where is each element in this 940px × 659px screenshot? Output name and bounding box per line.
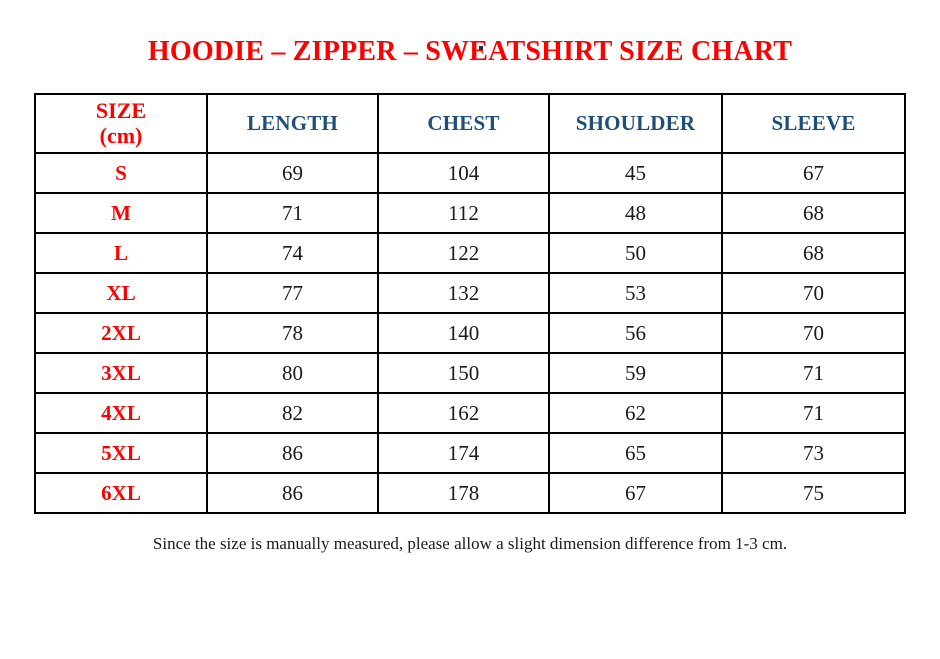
- column-header-chest: CHEST: [377, 93, 550, 155]
- table-header-row: SIZE (cm) LENGTH CHEST SHOULDER SLEEVE: [34, 93, 906, 155]
- chest-value: 140: [377, 312, 550, 355]
- sleeve-value: 71: [721, 392, 906, 435]
- size-label: L: [34, 232, 208, 275]
- shoulder-value: 62: [548, 392, 723, 435]
- shoulder-value: 48: [548, 192, 723, 235]
- chest-value: 162: [377, 392, 550, 435]
- sleeve-value: 73: [721, 432, 906, 475]
- footer-note: Since the size is manually measured, ple…: [152, 534, 788, 554]
- size-label: 6XL: [34, 472, 208, 515]
- tiny-dot-artifact: [479, 46, 483, 50]
- table-row: 4XL 82 162 62 71: [34, 392, 906, 435]
- table-row: 6XL 86 178 67 75: [34, 472, 906, 515]
- length-value: 82: [206, 392, 379, 435]
- sleeve-value: 70: [721, 312, 906, 355]
- length-value: 74: [206, 232, 379, 275]
- sleeve-value: 68: [721, 232, 906, 275]
- size-label: XL: [34, 272, 208, 315]
- shoulder-value: 53: [548, 272, 723, 315]
- sleeve-value: 67: [721, 152, 906, 195]
- length-value: 78: [206, 312, 379, 355]
- size-label: 3XL: [34, 352, 208, 395]
- shoulder-value: 67: [548, 472, 723, 515]
- chest-value: 112: [377, 192, 550, 235]
- length-value: 71: [206, 192, 379, 235]
- sleeve-value: 70: [721, 272, 906, 315]
- sleeve-value: 68: [721, 192, 906, 235]
- size-label: 4XL: [34, 392, 208, 435]
- column-header-shoulder: SHOULDER: [548, 93, 723, 155]
- shoulder-value: 50: [548, 232, 723, 275]
- chest-value: 122: [377, 232, 550, 275]
- length-value: 69: [206, 152, 379, 195]
- length-value: 86: [206, 472, 379, 515]
- chest-value: 178: [377, 472, 550, 515]
- table-row: XL 77 132 53 70: [34, 272, 906, 315]
- shoulder-value: 59: [548, 352, 723, 395]
- sleeve-value: 71: [721, 352, 906, 395]
- size-label: M: [34, 192, 208, 235]
- sleeve-value: 75: [721, 472, 906, 515]
- shoulder-value: 65: [548, 432, 723, 475]
- chest-value: 104: [377, 152, 550, 195]
- chest-value: 174: [377, 432, 550, 475]
- chest-value: 132: [377, 272, 550, 315]
- table-row: 3XL 80 150 59 71: [34, 352, 906, 395]
- size-header-line1: SIZE: [95, 98, 147, 124]
- page-title: HOODIE – ZIPPER – SWEATSHIRT SIZE CHART: [147, 36, 793, 67]
- size-chart-table: SIZE (cm) LENGTH CHEST SHOULDER SLEEVE S…: [34, 93, 906, 515]
- table-row: 2XL 78 140 56 70: [34, 312, 906, 355]
- shoulder-value: 45: [548, 152, 723, 195]
- chest-value: 150: [377, 352, 550, 395]
- table-row: M 71 112 48 68: [34, 192, 906, 235]
- table-row: L 74 122 50 68: [34, 232, 906, 275]
- length-value: 80: [206, 352, 379, 395]
- column-header-size: SIZE (cm): [34, 93, 208, 155]
- table-row: S 69 104 45 67: [34, 152, 906, 195]
- length-value: 77: [206, 272, 379, 315]
- shoulder-value: 56: [548, 312, 723, 355]
- size-label: 5XL: [34, 432, 208, 475]
- column-header-sleeve: SLEEVE: [721, 93, 906, 155]
- size-header-line2: (cm): [99, 122, 143, 148]
- table-row: 5XL 86 174 65 73: [34, 432, 906, 475]
- size-label: S: [34, 152, 208, 195]
- size-label: 2XL: [34, 312, 208, 355]
- column-header-length: LENGTH: [206, 93, 379, 155]
- length-value: 86: [206, 432, 379, 475]
